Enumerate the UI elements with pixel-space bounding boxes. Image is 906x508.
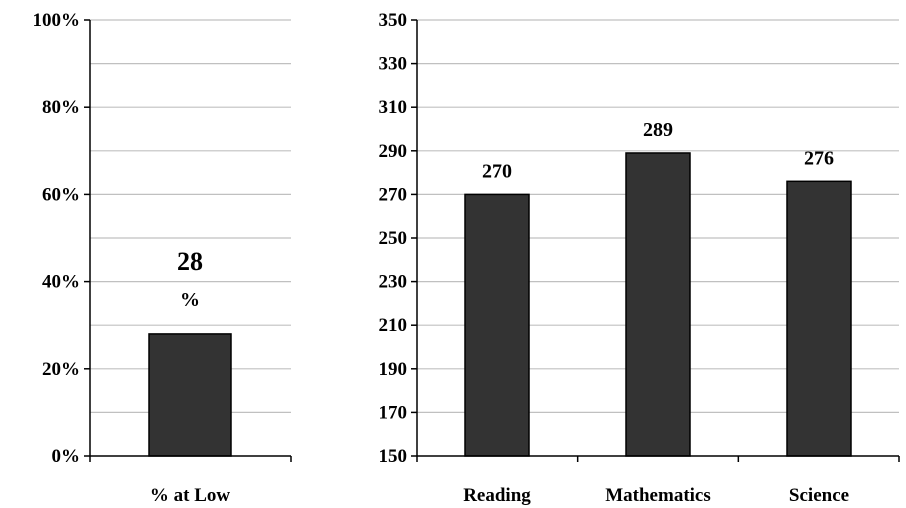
y-tick-label: 170	[379, 402, 408, 423]
right-data-labels: 270 289 276	[482, 119, 834, 182]
y-tick-label: 270	[379, 184, 408, 205]
y-tick-label: 330	[379, 54, 408, 75]
y-tick-label: 210	[379, 315, 408, 336]
y-tick-label: 230	[379, 272, 408, 293]
left-y-ticks: 0% 20% 40% 60% 80% 100%	[33, 10, 90, 467]
right-chart: 150 170 190 210 230 250 270 290 310 330 350 270 289…	[379, 10, 900, 506]
data-label: 270	[482, 160, 512, 182]
left-bar-label-unit: %	[180, 289, 200, 311]
right-x-ticks	[416, 456, 900, 462]
right-category-label-mathematics: Mathematics	[605, 485, 711, 506]
left-category-label: % at Low	[150, 485, 231, 506]
y-tick-label: 20%	[42, 359, 80, 380]
y-tick-label: 250	[379, 228, 408, 249]
right-category-label-reading: Reading	[463, 485, 531, 506]
left-x-ticks	[89, 456, 292, 462]
right-category-label-science: Science	[789, 485, 849, 506]
y-tick-label: 60%	[42, 184, 80, 205]
left-bar-label-value: 28	[177, 247, 203, 276]
bar-mathematics	[625, 152, 691, 457]
y-tick-label: 150	[379, 446, 408, 467]
y-tick-label: 190	[379, 359, 408, 380]
left-bars	[148, 333, 232, 457]
data-label: 276	[804, 147, 834, 169]
right-bars	[464, 152, 852, 457]
left-gridlines	[90, 19, 291, 413]
y-tick-label: 290	[379, 141, 408, 162]
y-tick-label: 310	[379, 97, 408, 118]
y-tick-label: 40%	[42, 272, 80, 293]
left-chart: 0% 20% 40% 60% 80% 100% 28 % % at Low	[33, 10, 292, 506]
bar-science	[786, 180, 852, 457]
y-tick-label: 80%	[42, 97, 80, 118]
y-tick-label: 100%	[33, 10, 81, 31]
bar-at-low	[148, 333, 232, 457]
data-label: 289	[643, 119, 673, 141]
bar-reading	[464, 193, 530, 457]
y-tick-label: 0%	[52, 446, 81, 467]
y-tick-label: 350	[379, 10, 408, 31]
right-y-ticks: 150 170 190 210 230 250 270 290 310 330 350	[379, 10, 417, 467]
